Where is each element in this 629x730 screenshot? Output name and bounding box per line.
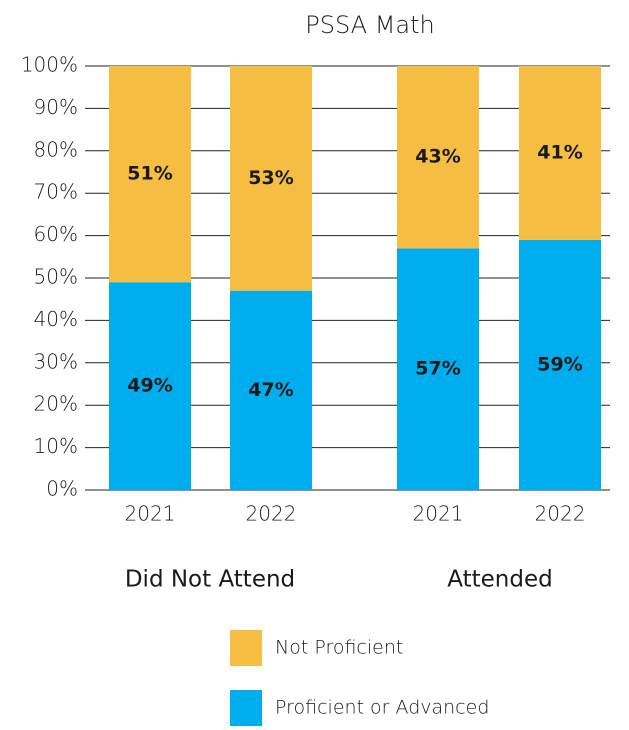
data-label: 49% — [127, 375, 172, 397]
data-label: 43% — [415, 146, 460, 168]
legend-label: Not Proficient — [275, 637, 403, 659]
y-tick-label: 20% — [34, 392, 78, 416]
y-tick-label: 0% — [46, 477, 78, 501]
legend-swatch — [230, 630, 262, 666]
data-label: 59% — [537, 353, 582, 375]
bar-segment — [230, 66, 312, 291]
data-label: 53% — [248, 167, 293, 189]
y-tick-label: 10% — [34, 434, 78, 458]
y-tick-label: 40% — [34, 307, 78, 331]
legend-label: Proficient or Advanced — [275, 697, 489, 719]
x-tick-label: 2021 — [413, 502, 464, 526]
y-tick-label: 50% — [34, 265, 78, 289]
x-tick-label: 2022 — [535, 502, 586, 526]
y-tick-label: 30% — [34, 349, 78, 373]
x-tick-label: 2022 — [246, 502, 297, 526]
y-tick-label: 90% — [34, 95, 78, 119]
bar-segment — [109, 282, 191, 490]
data-label: 41% — [537, 141, 582, 163]
bar-segment — [230, 290, 312, 490]
bar-segment — [519, 66, 601, 240]
group-label: Did Not Attend — [125, 567, 295, 593]
y-tick-label: 100% — [21, 53, 78, 77]
data-label: 57% — [415, 358, 460, 380]
group-label: Attended — [447, 567, 552, 593]
data-label: 51% — [127, 163, 172, 185]
x-tick-label: 2021 — [125, 502, 176, 526]
chart-title: PSSA Math — [305, 11, 434, 39]
y-tick-label: 80% — [34, 137, 78, 161]
bar-segment — [519, 239, 601, 490]
y-tick-label: 70% — [34, 180, 78, 204]
legend-swatch — [230, 690, 262, 726]
bar-segment — [109, 66, 191, 283]
bar-segment — [397, 66, 479, 249]
data-label: 47% — [248, 379, 293, 401]
y-tick-label: 60% — [34, 222, 78, 246]
bar-segment — [397, 248, 479, 490]
